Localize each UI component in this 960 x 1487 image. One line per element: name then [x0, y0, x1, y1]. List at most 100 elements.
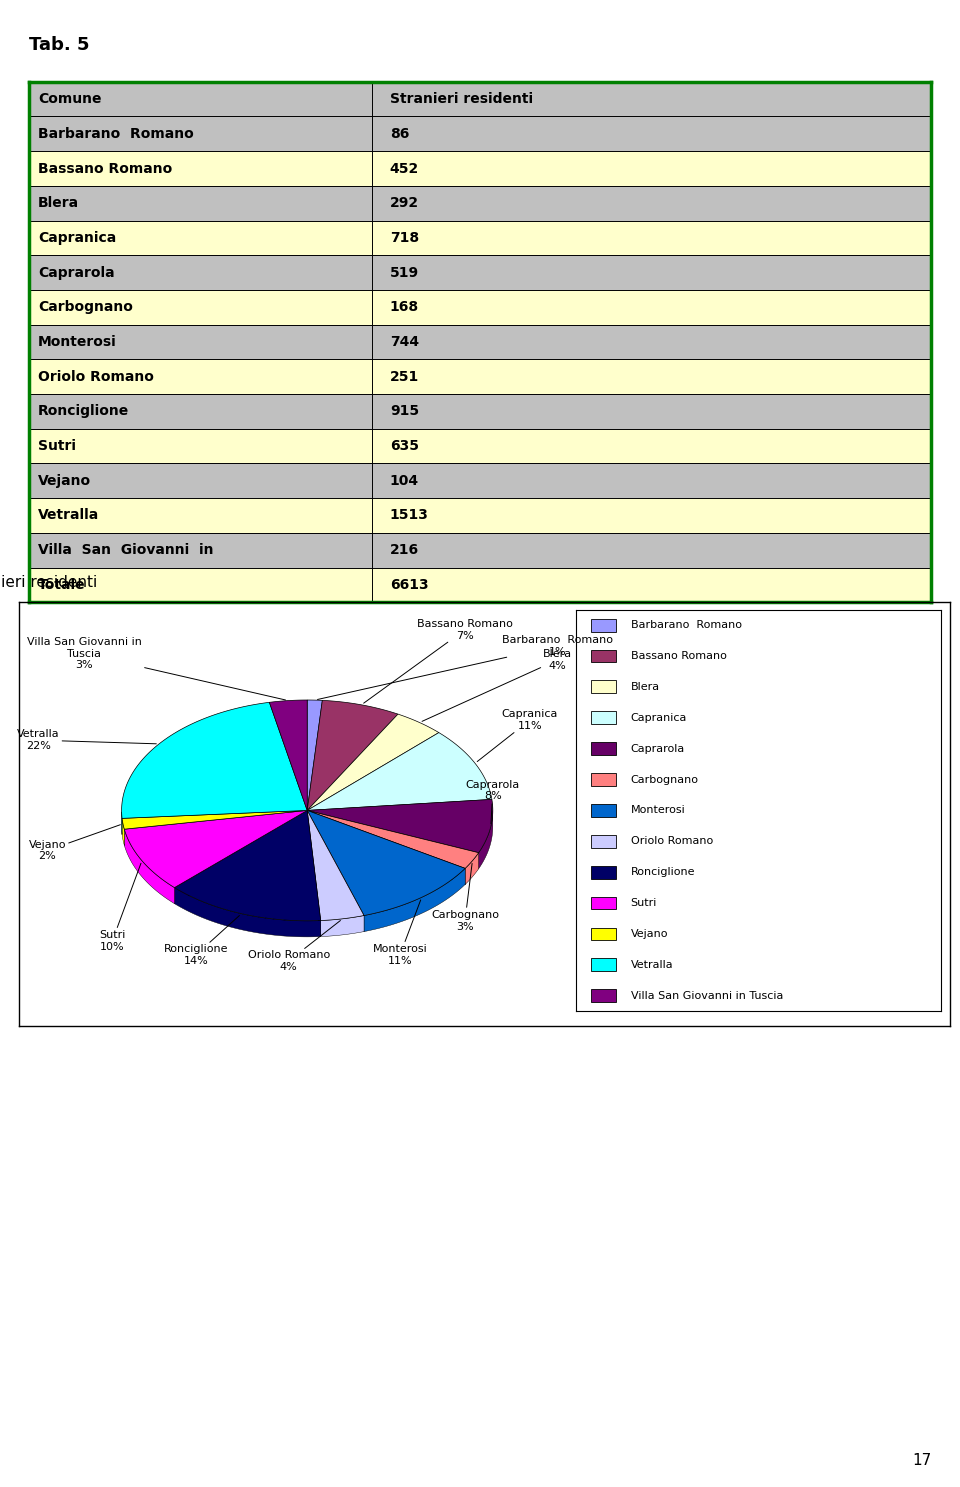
Bar	[590, 928, 616, 940]
Text: Ronciglione: Ronciglione	[631, 867, 695, 877]
Bar	[29, 498, 931, 532]
Polygon shape	[307, 810, 466, 916]
Bar	[29, 360, 931, 394]
Text: Villa San Giovanni in Tuscia: Villa San Giovanni in Tuscia	[631, 990, 783, 1001]
Text: Totale: Totale	[37, 578, 85, 592]
Polygon shape	[175, 810, 307, 904]
Text: Blera
4%: Blera 4%	[422, 648, 572, 721]
Text: Blera: Blera	[631, 683, 660, 691]
Text: Monterosi: Monterosi	[37, 335, 116, 349]
Polygon shape	[307, 810, 364, 931]
Polygon shape	[364, 868, 466, 931]
Bar	[590, 865, 616, 879]
Bar	[590, 650, 616, 662]
Polygon shape	[124, 810, 307, 845]
Text: 104: 104	[390, 474, 419, 488]
Bar	[590, 834, 616, 848]
Text: Villa  San  Giovanni  in: Villa San Giovanni in	[37, 543, 213, 558]
Polygon shape	[122, 810, 307, 830]
Bar	[29, 324, 931, 360]
Bar	[590, 681, 616, 693]
Polygon shape	[124, 810, 307, 845]
Text: Bassano Romano: Bassano Romano	[631, 651, 727, 662]
Text: 6613: 6613	[390, 578, 428, 592]
Text: Barbarano  Romano: Barbarano Romano	[37, 126, 194, 141]
Bar	[590, 897, 616, 910]
Text: Vejano
2%: Vejano 2%	[29, 825, 120, 861]
Polygon shape	[307, 714, 439, 810]
Polygon shape	[122, 702, 307, 818]
Text: Caprarola: Caprarola	[37, 266, 114, 280]
Text: 718: 718	[390, 230, 419, 245]
Bar	[29, 568, 931, 602]
Bar	[29, 464, 931, 498]
Text: Capranica
11%: Capranica 11%	[477, 709, 558, 761]
Text: 86: 86	[390, 126, 409, 141]
Polygon shape	[307, 810, 321, 937]
Polygon shape	[124, 810, 307, 888]
Polygon shape	[466, 852, 479, 885]
Text: 635: 635	[390, 439, 419, 454]
Bar	[29, 256, 931, 290]
Text: Stranieri residenti: Stranieri residenti	[390, 92, 533, 106]
Polygon shape	[307, 810, 364, 920]
Text: Bassano Romano
7%: Bassano Romano 7%	[364, 619, 513, 703]
Text: Vejano: Vejano	[37, 474, 91, 488]
Polygon shape	[307, 810, 466, 885]
Text: Vetralla: Vetralla	[631, 959, 673, 970]
Text: Capranica: Capranica	[37, 230, 116, 245]
Bar	[29, 186, 931, 220]
Polygon shape	[307, 810, 479, 868]
Text: Blera: Blera	[37, 196, 79, 210]
Polygon shape	[122, 810, 307, 834]
Bar	[29, 532, 931, 568]
Bar	[29, 290, 931, 324]
Text: Oriolo Romano: Oriolo Romano	[37, 370, 154, 384]
Bar	[590, 804, 616, 816]
Text: 17: 17	[912, 1453, 931, 1469]
Polygon shape	[307, 733, 492, 810]
Polygon shape	[307, 810, 364, 931]
Text: Sutri: Sutri	[631, 898, 657, 909]
Text: 168: 168	[390, 300, 419, 314]
Text: Comune: Comune	[37, 92, 102, 106]
Text: Stranieri residenti: Stranieri residenti	[0, 574, 97, 589]
Bar	[590, 742, 616, 755]
Text: Capranica: Capranica	[631, 712, 687, 723]
Bar	[29, 220, 931, 256]
Bar	[29, 428, 931, 464]
Polygon shape	[479, 810, 492, 868]
Polygon shape	[307, 700, 323, 810]
Text: Barbarano  Romano: Barbarano Romano	[631, 620, 742, 630]
Text: Vejano: Vejano	[631, 929, 668, 938]
Bar	[590, 773, 616, 787]
Text: 251: 251	[390, 370, 419, 384]
Bar	[590, 959, 616, 971]
Text: 744: 744	[390, 335, 419, 349]
Polygon shape	[307, 810, 479, 868]
Polygon shape	[122, 818, 124, 845]
Text: Barbarano  Romano
1%: Barbarano Romano 1%	[318, 635, 613, 699]
Text: Sutri
10%: Sutri 10%	[99, 864, 141, 952]
Text: Carbognano: Carbognano	[631, 775, 699, 785]
Polygon shape	[175, 888, 321, 937]
Text: Vetralla
22%: Vetralla 22%	[16, 729, 156, 751]
Text: Caprarola: Caprarola	[631, 744, 685, 754]
Text: Caprarola
8%: Caprarola 8%	[466, 779, 520, 824]
Text: 519: 519	[390, 266, 419, 280]
Text: Oriolo Romano: Oriolo Romano	[631, 836, 713, 846]
Polygon shape	[307, 700, 398, 810]
Text: Tab. 5: Tab. 5	[29, 36, 89, 54]
Polygon shape	[307, 810, 479, 868]
Polygon shape	[307, 810, 466, 885]
Bar	[29, 394, 931, 428]
Text: Sutri: Sutri	[37, 439, 76, 454]
Text: Villa San Giovanni in
Tuscia
3%: Villa San Giovanni in Tuscia 3%	[27, 638, 285, 700]
Bar	[29, 82, 931, 116]
Text: 1513: 1513	[390, 509, 428, 522]
Polygon shape	[307, 810, 321, 937]
Text: Carbognano
3%: Carbognano 3%	[431, 864, 499, 932]
Bar	[590, 711, 616, 724]
Text: Monterosi
11%: Monterosi 11%	[372, 900, 427, 965]
Polygon shape	[307, 800, 492, 852]
